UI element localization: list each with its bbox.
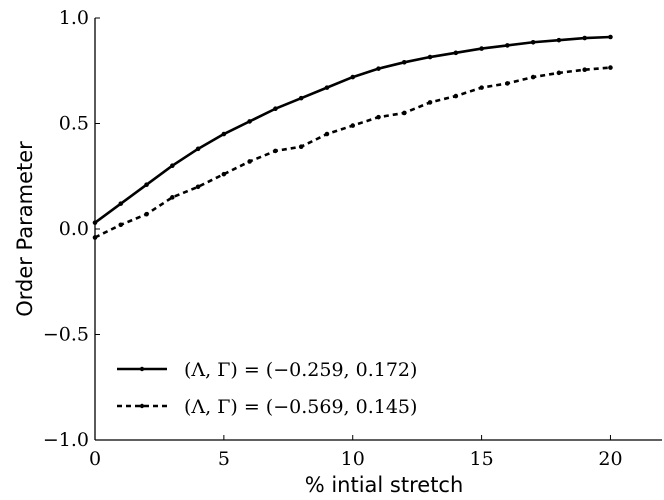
y-tick-label: −1.0: [43, 429, 89, 451]
series-1-point: [608, 34, 613, 40]
series-2-point: [453, 93, 459, 99]
series-1-point: [221, 131, 227, 137]
series-2-point: [247, 159, 252, 164]
series-1-point: [273, 106, 278, 112]
series-2-point: [376, 114, 381, 120]
series-2-point: [505, 81, 510, 86]
x-tick-label: 15: [469, 448, 493, 470]
series-2-point: [273, 148, 278, 154]
x-axis-title: % intial stretch: [305, 473, 464, 497]
series-2-point: [608, 65, 613, 70]
series-2-point: [221, 171, 227, 177]
series-line-2: [94, 66, 611, 239]
series-line-1: [94, 35, 611, 224]
series-2-point: [144, 211, 149, 217]
x-tick-label: 5: [218, 448, 230, 470]
series-1-point: [170, 163, 175, 168]
series-2-point: [170, 195, 175, 200]
legend-entry-series-2: (Λ, Γ) = (−0.569, 0.145): [117, 396, 417, 418]
series-2-point: [582, 67, 587, 72]
series-1-point: [505, 43, 510, 48]
series-2-point: [479, 85, 484, 90]
legend-entry-series-1: (Λ, Γ) = (−0.259, 0.172): [117, 359, 417, 381]
series-2-point: [92, 235, 98, 240]
legend-label-series-2: (Λ, Γ) = (−0.569, 0.145): [184, 396, 417, 418]
legend: (Λ, Γ) = (−0.259, 0.172) (Λ, Γ) = (−0.56…: [117, 359, 417, 418]
y-tick-label: 0.0: [59, 218, 89, 240]
x-tick-label: 0: [89, 448, 101, 470]
series-1-point: [298, 95, 304, 101]
series-2-point: [118, 222, 124, 228]
series-1-point: [195, 146, 201, 152]
series-1-point: [530, 39, 536, 45]
series-layer: [92, 34, 613, 240]
series-1-point: [582, 35, 587, 41]
x-ticks: 0 5 10 15 20: [89, 435, 623, 470]
x-tick-label: 10: [341, 448, 365, 470]
series-1-point: [247, 119, 252, 124]
series-1-point: [144, 182, 149, 187]
series-1-point: [118, 201, 124, 206]
series-2-point: [401, 110, 407, 116]
y-tick-label: −0.5: [43, 324, 89, 346]
series-1-point: [350, 74, 356, 80]
series-2-point: [530, 74, 536, 80]
x-tick-label: 20: [598, 448, 622, 470]
series-2-point: [556, 70, 562, 76]
series-2-point: [195, 184, 201, 190]
series-1-point: [453, 50, 459, 56]
series-2-point: [427, 100, 433, 105]
series-1-point: [376, 66, 381, 71]
series-1-point: [427, 54, 433, 60]
legend-marker-series-2: [139, 403, 145, 409]
y-tick-label: 1.0: [59, 7, 89, 29]
y-axis-title: Order Parameter: [13, 141, 37, 317]
series-1-point: [92, 220, 98, 225]
legend-marker-series-1: [139, 366, 145, 372]
series-2-point: [298, 144, 304, 150]
y-tick-label: 0.5: [59, 113, 89, 135]
series-2-point: [350, 123, 356, 128]
series-1-point: [479, 46, 484, 51]
series-1-point: [556, 37, 562, 43]
series-2-point: [324, 131, 330, 137]
legend-label-series-1: (Λ, Γ) = (−0.259, 0.172): [184, 359, 417, 381]
series-1-point: [401, 60, 407, 65]
series-1-point: [324, 85, 330, 90]
y-ticks: −1.0 −0.5 0.0 0.5 1.0: [43, 7, 100, 451]
